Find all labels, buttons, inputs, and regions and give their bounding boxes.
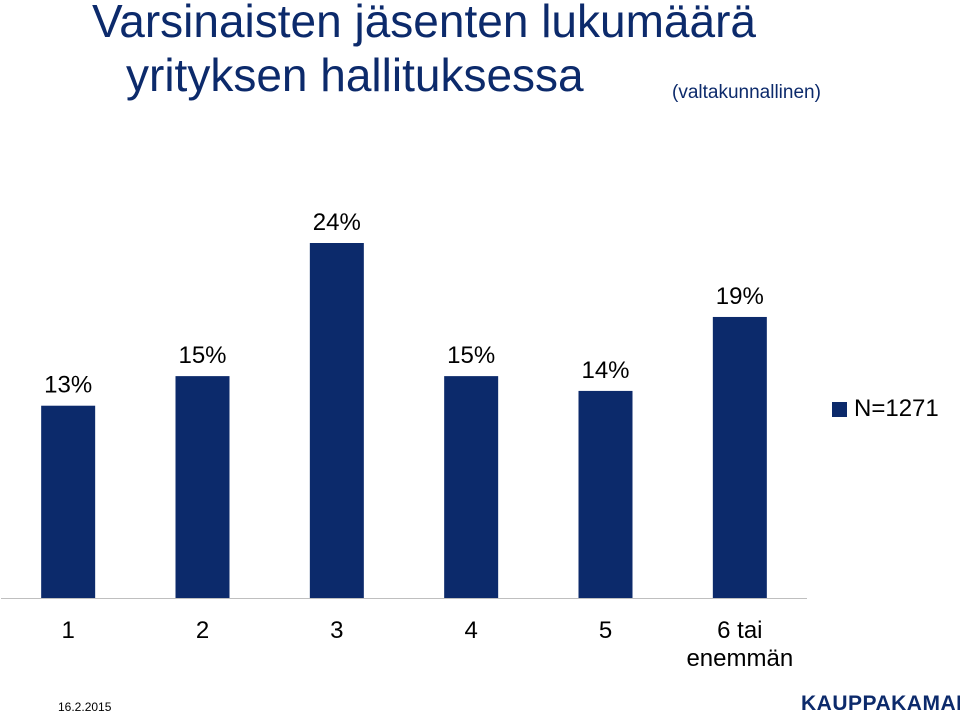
category-label: 4	[464, 617, 477, 644]
slide-title: Varsinaisten jäsenten lukumäärä yritykse…	[0, 0, 960, 120]
legend-swatch	[832, 401, 847, 417]
data-label: 15%	[447, 342, 495, 369]
category-label: 5	[599, 617, 612, 644]
bar-6	[712, 316, 767, 598]
data-label: 14%	[581, 357, 629, 384]
category-label: 1	[61, 617, 74, 644]
title-subtitle: (valtakunnallinen)	[672, 82, 821, 103]
legend: N=1271	[832, 394, 939, 424]
data-label: 15%	[178, 342, 226, 369]
legend-label: N=1271	[854, 395, 939, 422]
footer-date: 16.2.2015	[58, 700, 112, 714]
bar-5	[578, 390, 633, 598]
kauppakamari-logo: KAUPPAKAMARI	[801, 692, 960, 715]
bar-4	[444, 376, 499, 598]
bar-3	[309, 243, 364, 598]
category-label: 3	[330, 617, 343, 644]
title-line-1: Varsinaisten jäsenten lukumäärä	[92, 0, 756, 47]
category-label: 2	[196, 617, 209, 644]
data-label: 24%	[313, 209, 361, 236]
bar-2	[175, 376, 230, 598]
data-label: 13%	[44, 372, 92, 399]
title-line-2: yrityksen hallituksessa	[126, 49, 584, 101]
category-label: enemmän	[686, 645, 793, 672]
category-label: 6 tai	[717, 617, 762, 644]
data-label: 19%	[716, 283, 764, 310]
bar-1	[41, 405, 96, 598]
